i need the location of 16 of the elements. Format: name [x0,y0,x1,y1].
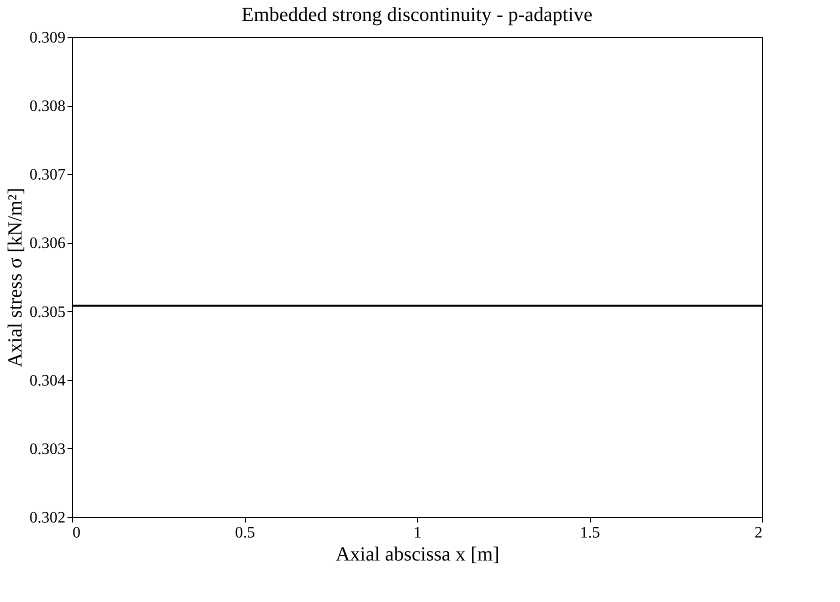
chart-title: Embedded strong discontinuity - p-adaptive [241,4,593,26]
x-tick-label: 2 [754,524,762,542]
x-axis-title: Axial abscissa x [m] [336,544,500,566]
y-axis-title: Axial stress σ [kN/m²] [4,188,26,368]
y-tick-label: 0.308 [30,98,66,116]
y-tick-label: 0.309 [30,30,66,46]
y-tick-label: 0.303 [30,440,66,458]
x-tick-label: 1.5 [580,524,600,542]
y-tick-label: 0.302 [30,510,66,526]
y-tick-label: 0.304 [30,372,66,390]
y-tick-label: 0.307 [30,166,66,184]
y-tick-label: 0.306 [30,235,66,252]
x-tick-label: 0 [72,524,80,542]
y-tick-label: 0.305 [30,304,66,321]
x-tick-label: 0.5 [235,524,255,542]
x-tick-label: 1 [414,524,422,542]
